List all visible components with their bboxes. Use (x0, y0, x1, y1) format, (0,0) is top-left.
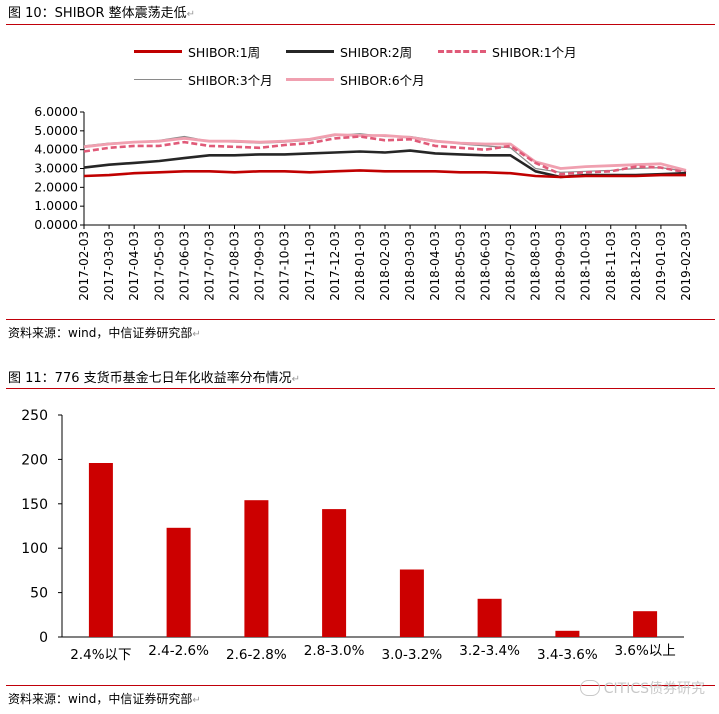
x-tick-label: 2018-04-03 (428, 231, 442, 301)
bar-3 (322, 509, 347, 637)
x-tick-label: 2018-03-03 (403, 231, 417, 301)
shibor-line-chart: 0.0000 1.0000 2.0000 3.0000 4.0000 5.0000 6.00… (34, 104, 693, 301)
wechat-logo-icon (579, 680, 600, 696)
x-tick-label: 2019-02-03 (679, 231, 693, 301)
y-tick-label: 100 (21, 541, 48, 557)
x-tick-label: 2017-07-03 (202, 231, 216, 301)
figure-10-title: 图 10：SHIBOR 整体震荡走低↵ (8, 6, 196, 21)
yield-distribution-bar-chart: 0 50 100 150 200 250 2.4%以下 2.4-2.6% 2.6-2.8% 2.8… (21, 408, 684, 663)
bar-1 (166, 527, 191, 637)
legend-item-shibor-6m: SHIBOR:6个月 (286, 70, 425, 89)
x-category-label: 3.2-3.4% (459, 643, 520, 659)
x-tick-label: 2018-01-03 (353, 231, 367, 301)
y-tick-label: 250 (21, 408, 48, 424)
legend-swatch (286, 78, 334, 81)
x-tick-label: 2018-06-03 (478, 231, 492, 301)
series-line-4 (83, 133, 687, 172)
x-category-label: 2.4-2.6% (148, 643, 209, 659)
y-tick-label: 0 (39, 630, 48, 646)
y-tick-label: 2.0000 (34, 179, 78, 194)
x-tick-label: 2017-06-03 (177, 231, 191, 301)
bar-2 (244, 500, 269, 637)
x-tick-label: 2017-05-03 (152, 231, 166, 301)
legend-item-shibor-1m: SHIBOR:1个月 (438, 42, 577, 61)
legend-swatch (286, 50, 334, 53)
bar-4 (399, 569, 424, 637)
bar-5 (477, 598, 502, 637)
legend-item-shibor-1w: SHIBOR:1周 (134, 42, 260, 61)
x-tick-label: 2018-07-03 (503, 231, 517, 301)
y-tick-label: 200 (21, 452, 48, 468)
x-tick-label: 2017-10-03 (278, 231, 292, 301)
bar-6 (555, 630, 580, 637)
legend-swatch (134, 50, 182, 53)
y-tick-label: 150 (21, 497, 48, 513)
x-tick-label: 2017-08-03 (228, 231, 242, 301)
series-line-0 (83, 169, 686, 179)
legend-item-shibor-2w: SHIBOR:2周 (286, 42, 412, 61)
x-category-label: 3.4-3.6% (537, 647, 598, 663)
bar-7 (633, 611, 658, 637)
series-line-2 (83, 135, 687, 176)
figure-10-bottom-rule (6, 319, 715, 320)
y-tick-label: 6.0000 (34, 104, 78, 119)
legend-swatch (438, 50, 486, 53)
x-tick-label: 2018-05-03 (453, 231, 467, 301)
legend-item-shibor-3m: SHIBOR:3个月 (134, 70, 273, 89)
y-tick-label: 50 (30, 586, 48, 602)
y-tick-label: 4.0000 (34, 142, 78, 157)
figure-11-source: 资料来源：wind，中信证券研究部↵ (8, 692, 201, 706)
x-tick-label: 2018-12-03 (629, 231, 643, 301)
x-category-label: 2.8-3.0% (304, 643, 365, 659)
x-category-label: 3.0-3.2% (382, 647, 443, 663)
figure-11-title: 图 11：776 支货币基金七日年化收益率分布情况↵ (8, 371, 301, 386)
x-tick-label: 2017-09-03 (253, 231, 267, 301)
figure-10-top-rule (6, 24, 715, 25)
x-tick-label: 2017-04-03 (127, 231, 141, 301)
x-tick-label: 2017-03-03 (102, 231, 116, 301)
x-tick-label: 2018-08-03 (529, 231, 543, 301)
x-category-label: 2.6-2.8% (226, 647, 287, 663)
x-category-label: 3.6%以上 (614, 643, 675, 659)
figure-10-source: 资料来源：wind，中信证券研究部↵ (8, 326, 201, 340)
y-tick-label: 1.0000 (34, 198, 78, 213)
x-tick-label: 2018-11-03 (604, 231, 618, 301)
x-tick-label: 2017-12-03 (328, 231, 342, 301)
figure-11-top-rule (6, 388, 715, 389)
y-tick-label: 0.0000 (34, 217, 78, 232)
y-tick-label: 5.0000 (34, 123, 78, 138)
legend-swatch (134, 79, 182, 80)
x-tick-label: 2017-11-03 (303, 231, 317, 301)
x-tick-label: 2018-10-03 (579, 231, 593, 301)
watermark: CITICS债券研究 (579, 678, 705, 698)
x-category-label: 2.4%以下 (70, 647, 131, 663)
x-tick-label: 2017-02-03 (77, 231, 91, 301)
x-tick-label: 2018-02-03 (378, 231, 392, 301)
x-tick-label: 2019-01-03 (654, 231, 668, 301)
bar-0 (88, 463, 113, 637)
figure-11-bottom-rule (6, 685, 715, 686)
y-tick-label: 3.0000 (34, 161, 78, 176)
x-tick-label: 2018-09-03 (554, 231, 568, 301)
